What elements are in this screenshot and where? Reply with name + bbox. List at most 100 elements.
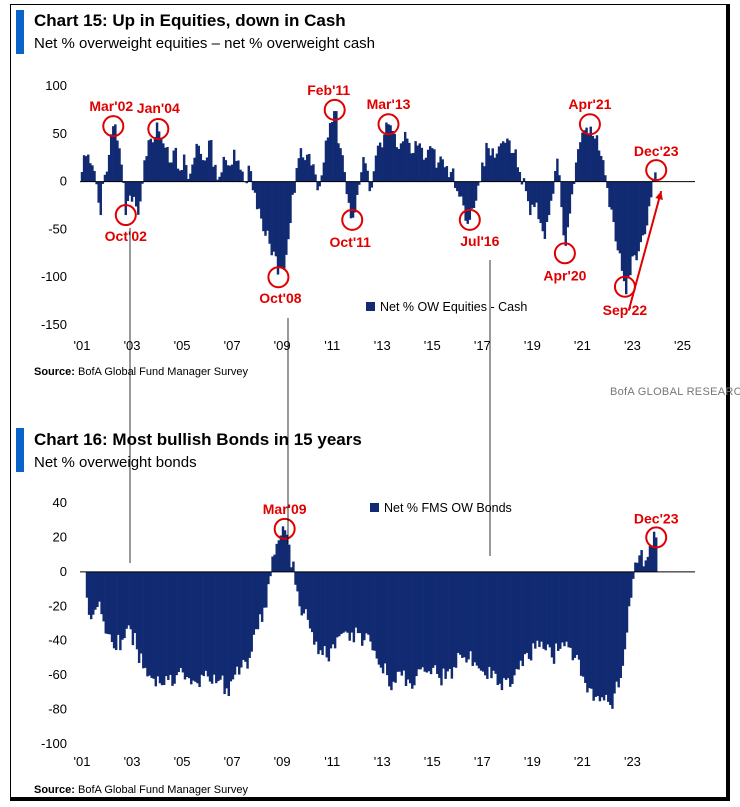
chart15-annotation-label: Jul'16 [460, 233, 499, 249]
chart16-bar [313, 571, 316, 645]
chart16-bar [490, 571, 493, 679]
chart15-bar [418, 143, 421, 182]
chart16-bar [340, 571, 343, 635]
chart16-bar [137, 571, 141, 663]
chart15-bar [333, 111, 336, 182]
chart16-bar [386, 571, 389, 676]
chart15-bar [570, 181, 574, 195]
chart16-bar [396, 571, 399, 672]
chart15-bar [126, 181, 130, 202]
chart16-bar [644, 560, 648, 572]
chart16-bar [333, 571, 337, 649]
chart16-bar [269, 571, 272, 577]
chart16-bar [398, 571, 401, 672]
chart16-bar [498, 571, 502, 684]
chart15-bar [285, 181, 288, 255]
chart16-bar [377, 571, 381, 665]
chart16-bar [225, 571, 228, 689]
chart15-bar [414, 141, 417, 182]
chart16-bar [204, 571, 208, 671]
chart16-bar [146, 571, 149, 677]
chart16-bar [627, 571, 631, 607]
chart15-bar [203, 160, 207, 182]
chart15-bar [541, 181, 545, 232]
chart15-bar [272, 181, 276, 252]
chart16-bar [342, 571, 345, 633]
chart16-bar [208, 571, 212, 682]
chart16-bar [319, 571, 322, 651]
chart16-bar [302, 571, 306, 614]
chart16-ytick-label: -80 [48, 702, 67, 717]
chart15-bar [283, 181, 286, 270]
chart15-bar [216, 179, 219, 182]
chart15-bar [197, 145, 200, 182]
chart15-bar [470, 181, 474, 209]
chart16-bar [465, 571, 468, 663]
chart15-bar [585, 127, 588, 182]
chart16-bar [467, 571, 470, 660]
chart15-bar [420, 147, 424, 182]
chart16-bar [135, 571, 139, 650]
chart16-bar [613, 571, 616, 694]
chart16-bar [450, 571, 454, 679]
chart16-bar [425, 571, 429, 673]
chart16-bar [506, 571, 510, 679]
chart15-bar [301, 157, 305, 182]
chart16-bar [89, 571, 93, 620]
chart15-bar [143, 160, 146, 182]
chart16-bar [463, 571, 466, 658]
chart16-bar [471, 571, 474, 666]
chart15-bar [372, 171, 376, 182]
chart16-bar [417, 571, 420, 670]
chart16-bar [456, 571, 460, 653]
chart15-bar [454, 181, 457, 189]
chart15-bar [399, 143, 403, 182]
chart16-xtick-label: '15 [424, 754, 441, 769]
chart15-bar [433, 149, 436, 182]
chart16-bar [244, 571, 247, 662]
chart16-xtick-label: '13 [374, 754, 391, 769]
chart15-bar [308, 153, 311, 182]
chart15-annotation-circle [458, 208, 481, 231]
chart16-bar [388, 571, 391, 687]
chart15-ytick-label: 50 [53, 126, 67, 141]
chart16-bar [344, 571, 347, 632]
chart15-bar [610, 181, 613, 210]
chart16-bar [167, 571, 170, 680]
chart16-bar [246, 571, 249, 669]
chart15-bar [185, 165, 188, 182]
chart16-bar [215, 571, 218, 684]
chart16-bar [421, 571, 424, 668]
chart15-bar [297, 158, 301, 182]
chart16-bar [277, 540, 281, 572]
chart15-bar [518, 172, 522, 182]
chart15-bar [416, 145, 419, 182]
chart16-bar [223, 571, 226, 695]
chart16-bar [632, 571, 635, 579]
chart16-bar [331, 571, 335, 645]
chart15-bar [531, 181, 534, 205]
chart15-bar [124, 181, 128, 216]
chart16-bar [552, 571, 556, 664]
chart15-bar [514, 149, 517, 182]
chart15-annotation-circle [341, 208, 364, 231]
chart15-bar [289, 181, 292, 224]
chart15-bar [641, 181, 645, 236]
chart16-bar [634, 562, 637, 572]
chart15-bar [351, 181, 355, 218]
chart15-bar [393, 133, 396, 182]
chart16-bar [554, 571, 558, 644]
chart15-bar [445, 166, 449, 182]
chart16-bar [419, 571, 422, 670]
chart16-bar [198, 571, 201, 687]
chart16-bar [655, 537, 658, 572]
chart15-bar [93, 170, 96, 182]
chart16-bar [565, 571, 568, 642]
chart16-bar [598, 571, 602, 702]
chart15-bar [287, 181, 290, 240]
chart16-bar [486, 571, 489, 679]
chart16-bar [504, 571, 508, 680]
chart16-bar [179, 571, 183, 669]
chart16-bar [538, 571, 541, 648]
chart15-xtick-label: '01 [74, 338, 91, 353]
